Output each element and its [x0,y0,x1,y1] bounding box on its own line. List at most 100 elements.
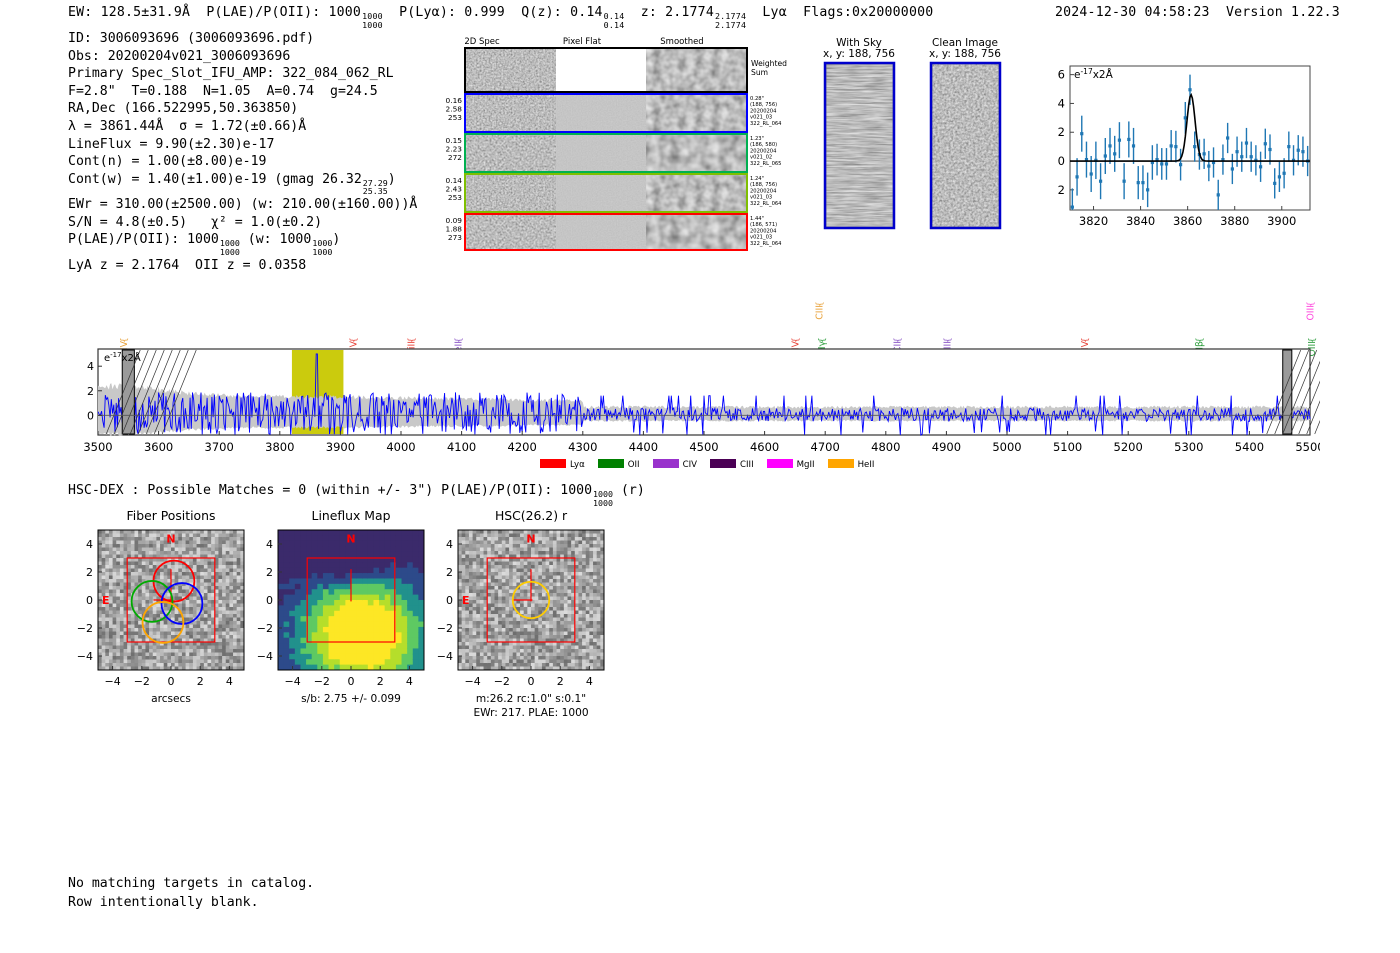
info-params: F=2.8" T=0.188 N=1.05 A=0.74 g=24.5 [68,83,378,99]
legend-swatch-lyα [540,459,566,468]
svg-text:0: 0 [1058,154,1065,168]
svg-text:4: 4 [86,538,93,551]
info-lambda-sigma: λ = 3861.44Å σ = 1.72(±0.66)Å [68,118,307,134]
row-meta-2-2: (188, 756) [750,182,777,188]
svg-text:{: { [791,337,801,343]
footer-line-1: No matching targets in catalog. [68,876,315,891]
svg-text:{: { [1308,337,1318,343]
svg-text:NV: NV [349,340,360,354]
svg-text:4200: 4200 [508,440,537,454]
svg-text:N: N [346,533,355,546]
cutout-title-with-sky: With Sky [836,37,882,49]
row-meta-3-5: 322_RL_064 [750,241,782,247]
timestamp-value: 2024-12-30 04:58:23 [1055,5,1210,20]
svg-text:3700: 3700 [205,440,234,454]
hsc-r-panel: HSC(26.2) r N E −4 −4 −2 −2 0 0 2 2 4 4 m:26.2 rc:1.0… [418,508,618,723]
row-label-0-b: 2.58 [446,105,463,114]
svg-text:2: 2 [87,385,94,398]
svg-text:{: { [350,337,360,343]
svg-text:3860: 3860 [1173,214,1202,228]
svg-text:2: 2 [446,566,453,579]
row-meta-1-1: 1.23" [750,136,764,142]
svg-text:2: 2 [1058,125,1065,139]
row-meta-0-1: 0.28" [750,96,764,102]
info-redshifts: LyA z = 2.1764 OII z = 0.0358 [68,257,307,273]
hscdex-lo: 1000 [593,497,613,508]
row-label-3-a: 0.09 [446,216,463,225]
plya-label: P(Lyα): [399,5,457,20]
row-meta-1-3: 20200204 [750,148,777,154]
info-cont-w-prefix: Cont(w) = 1.40(±1.00)e-19 (gmag 26.32 [68,171,362,187]
legend-label-mgii: MgII [796,460,815,470]
plae-value: 1000 [328,5,362,20]
legend-label-civ: CIV [682,460,698,470]
row-meta-3-2: (186, 571) [750,222,777,228]
z-value: 2.1774 [665,5,714,20]
spec2d-title-smoothed: Smoothed [660,37,703,47]
ew-label: EW: [68,5,93,20]
row-meta-1-4: v021_02 [750,155,772,161]
svg-text:−2: −2 [437,622,453,635]
svg-text:5300: 5300 [1174,440,1203,454]
svg-text:0: 0 [348,675,355,688]
spec2d-row: 0.15 2.23 272 1.23" (186, 580) 20200204 … [446,133,782,173]
row-meta-0-2: (188, 756) [750,102,777,108]
svg-text:3880: 3880 [1220,214,1249,228]
hscdex-suffix: (r) [620,483,645,498]
line-name: Lyα [762,5,787,20]
svg-text:{: { [818,337,828,343]
row-meta-2-4: v021_03 [750,195,772,201]
row-label-2-c: 253 [448,193,462,202]
row-label-3-b: 1.88 [446,225,463,234]
svg-text:OIII: OIII [1307,341,1318,357]
row-meta-3-1: 1.44" [750,216,764,222]
svg-text:−4: −4 [464,675,480,688]
row-meta-0-4: v021_03 [750,115,772,121]
svg-text:3800: 3800 [265,440,294,454]
info-plae-hi: 1000 [219,238,240,249]
svg-text:4: 4 [87,360,94,373]
svg-text:−2: −2 [77,622,93,635]
svg-text:e-17x2Å: e-17x2Å [1074,67,1114,82]
svg-text:{: { [894,337,904,343]
qz-hi: 0.14 [603,11,625,21]
spec2d-row: 0.16 2.58 253 0.28" (188, 756) 20200204 … [446,93,782,133]
svg-text:OIII: OIII [1305,305,1316,321]
spec2d-row-weighted-sum: Weighted Sum [464,47,787,93]
svg-text:4000: 4000 [386,440,415,454]
svg-text:2: 2 [377,675,384,688]
svg-text:5100: 5100 [1053,440,1082,454]
info-plae-prefix: P(LAE)/P(OII): 1000 [68,232,219,248]
legend-swatch-civ [652,459,679,468]
info-lineflux: LineFlux = 9.90(±2.30)e-17 [68,136,275,152]
legend-label-lyα: Lyα [570,460,585,470]
line-fit-plot: 2 0 2 4 6 3820 3840 3860 3880 3900 e-17x2Å [1032,52,1317,252]
svg-text:s/b: 2.75 +/- 0.099: s/b: 2.75 +/- 0.099 [301,693,401,705]
svg-text:3900: 3900 [326,440,355,454]
hscdex-prefix: HSC-DEX : Possible Matches = 0 (within +… [68,483,593,498]
plae-lo: 1000 [362,19,383,30]
svg-text:4700: 4700 [811,440,840,454]
info-cont-w: Cont(w) = 1.40(±1.00)e-19 (gmag 26.32 27.… [68,171,417,196]
svg-text:4: 4 [406,675,413,688]
cutout-subtitle-with-sky: x, y: 188, 756 [823,48,895,60]
svg-text:4600: 4600 [750,440,779,454]
svg-text:6: 6 [1058,68,1065,82]
cutout-with-sky: With Sky x, y: 188, 756 [812,36,907,246]
info-ewr: EWr = 310.00(±2500.00) (w: 210.00(±160.0… [68,197,418,213]
svg-text:−4: −4 [437,650,453,663]
svg-text:0: 0 [168,675,175,688]
svg-text:Lineflux Map: Lineflux Map [312,508,391,523]
svg-text:3820: 3820 [1079,214,1108,228]
row-meta-2-1: 1.24" [750,176,764,182]
svg-text:2: 2 [557,675,564,688]
svg-text:Hγ: Hγ [817,341,828,354]
ew-value: 128.5±31.9Å [100,5,191,20]
svg-text:−4: −4 [284,675,300,688]
legend-label-heii: HeII [857,460,875,470]
svg-text:4: 4 [226,675,233,688]
cutout-clean-image: Clean Image x, y: 188, 756 [918,36,1013,246]
svg-text:N: N [166,533,175,546]
svg-text:−2: −2 [494,675,510,688]
legend-swatch-ciii [710,459,737,468]
